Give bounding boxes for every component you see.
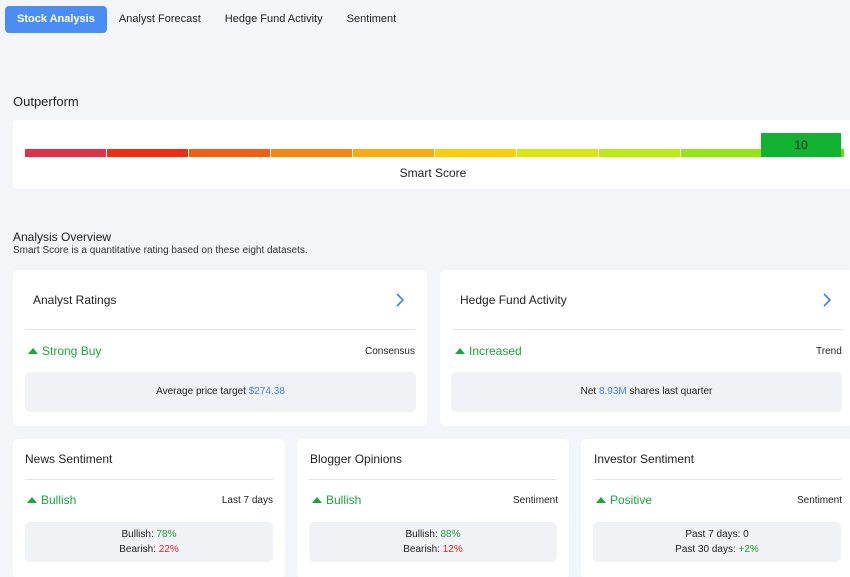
signal-label: Positive bbox=[610, 493, 653, 507]
line-label: Bearish: bbox=[119, 544, 159, 555]
score-segment-7 bbox=[517, 149, 598, 157]
price-target-value: $274.38 bbox=[248, 386, 285, 397]
score-segment-1 bbox=[25, 149, 106, 157]
divider bbox=[25, 479, 273, 480]
investor-sentiment-card[interactable]: Investor Sentiment Positive Sentiment Pa… bbox=[581, 439, 850, 577]
rating-title: Outperform bbox=[13, 94, 79, 109]
tab-hedge-fund-activity[interactable]: Hedge Fund Activity bbox=[224, 13, 323, 25]
score-segment-3 bbox=[189, 149, 270, 157]
score-segment-8 bbox=[599, 149, 680, 157]
past-30-days-value: +2% bbox=[738, 544, 759, 555]
signal: Bullish bbox=[27, 493, 76, 507]
analysis-overview-subtitle: Smart Score is a quantitative rating bas… bbox=[13, 245, 308, 256]
price-target-info: Average price target $274.38 bbox=[25, 372, 416, 412]
card-title: Analyst Ratings bbox=[33, 293, 117, 307]
trend-label: Trend bbox=[816, 346, 842, 357]
hedge-fund-card[interactable]: Hedge Fund Activity Increased Trend Net … bbox=[440, 270, 850, 426]
arrow-up-icon bbox=[28, 348, 38, 354]
bullish-value: 88% bbox=[440, 529, 461, 540]
sentiment-breakdown: Bullish: 78% Bearish: 22% bbox=[25, 522, 273, 562]
smart-score-bar bbox=[25, 149, 845, 157]
info-label: Average price target bbox=[156, 386, 249, 397]
card-title: News Sentiment bbox=[25, 452, 113, 466]
card-title: Hedge Fund Activity bbox=[460, 293, 567, 307]
score-segment-6 bbox=[435, 149, 516, 157]
score-segment-9 bbox=[681, 149, 762, 157]
net-shares-value: 8.93M bbox=[598, 386, 627, 397]
consensus-label: Consensus bbox=[364, 346, 415, 357]
sentiment-label: Sentiment bbox=[797, 495, 843, 506]
score-segment-5 bbox=[353, 149, 434, 157]
score-segment-4 bbox=[271, 149, 352, 157]
line-label: Past 30 days: bbox=[675, 544, 739, 555]
signal-label: Bullish bbox=[326, 493, 362, 507]
line-label: Bearish: bbox=[403, 544, 443, 555]
sentiment-breakdown: Bullish: 88% Bearish: 12% bbox=[309, 522, 557, 562]
past-7-days-line: Past 7 days: 0 bbox=[593, 527, 841, 542]
divider bbox=[452, 329, 842, 330]
arrow-up-icon bbox=[312, 497, 322, 503]
sentiment-breakdown: Past 7 days: 0 Past 30 days: +2% bbox=[593, 522, 841, 562]
chevron-right-icon[interactable] bbox=[820, 293, 834, 307]
signal-label: Increased bbox=[469, 344, 522, 358]
sentiment-label: Sentiment bbox=[512, 495, 558, 506]
chevron-right-icon[interactable] bbox=[393, 293, 407, 307]
blogger-opinions-card[interactable]: Blogger Opinions Bullish Sentiment Bulli… bbox=[297, 439, 569, 577]
bearish-line: Bearish: 12% bbox=[309, 542, 557, 557]
card-title: Investor Sentiment bbox=[594, 452, 695, 466]
smart-score-value: 10 bbox=[761, 133, 841, 157]
arrow-up-icon bbox=[27, 497, 37, 503]
tab-analyst-forecast[interactable]: Analyst Forecast bbox=[118, 13, 201, 25]
line-label: Past 7 days: bbox=[685, 529, 744, 540]
period-label: Last 7 days bbox=[221, 495, 273, 506]
score-segment-2 bbox=[107, 149, 188, 157]
line-label: Bullish: bbox=[405, 529, 441, 540]
smart-score-label: Smart Score bbox=[399, 166, 467, 180]
arrow-up-icon bbox=[596, 497, 606, 503]
info-label: Net bbox=[580, 386, 599, 397]
bullish-value: 78% bbox=[156, 529, 177, 540]
analysis-overview-title: Analysis Overview bbox=[13, 230, 112, 244]
signal-label: Strong Buy bbox=[42, 344, 102, 358]
past-7-days-value: 0 bbox=[743, 529, 749, 540]
smart-score-card: 10 Smart Score bbox=[13, 120, 850, 189]
signal: Strong Buy bbox=[28, 344, 101, 358]
divider bbox=[593, 479, 841, 480]
bearish-value: 12% bbox=[442, 544, 463, 555]
bearish-line: Bearish: 22% bbox=[25, 542, 273, 557]
bullish-line: Bullish: 78% bbox=[25, 527, 273, 542]
bullish-line: Bullish: 88% bbox=[309, 527, 557, 542]
tab-stock-analysis[interactable]: Stock Analysis bbox=[5, 6, 107, 33]
divider bbox=[309, 479, 557, 480]
card-title: Blogger Opinions bbox=[310, 452, 403, 466]
divider bbox=[25, 329, 415, 330]
info-suffix: shares last quarter bbox=[626, 386, 713, 397]
signal: Bullish bbox=[312, 493, 361, 507]
tab-bar: Stock Analysis Analyst Forecast Hedge Fu… bbox=[5, 6, 408, 33]
arrow-up-icon bbox=[455, 348, 465, 354]
news-sentiment-card[interactable]: News Sentiment Bullish Last 7 days Bulli… bbox=[13, 439, 285, 577]
tab-sentiment[interactable]: Sentiment bbox=[346, 13, 397, 25]
past-30-days-line: Past 30 days: +2% bbox=[593, 542, 841, 557]
signal-label: Bullish bbox=[41, 493, 77, 507]
analyst-ratings-card[interactable]: Analyst Ratings Strong Buy Consensus Ave… bbox=[13, 270, 427, 426]
line-label: Bullish: bbox=[121, 529, 157, 540]
bearish-value: 22% bbox=[158, 544, 179, 555]
net-shares-info: Net 8.93M shares last quarter bbox=[451, 372, 842, 412]
signal: Increased bbox=[455, 344, 522, 358]
signal: Positive bbox=[596, 493, 652, 507]
